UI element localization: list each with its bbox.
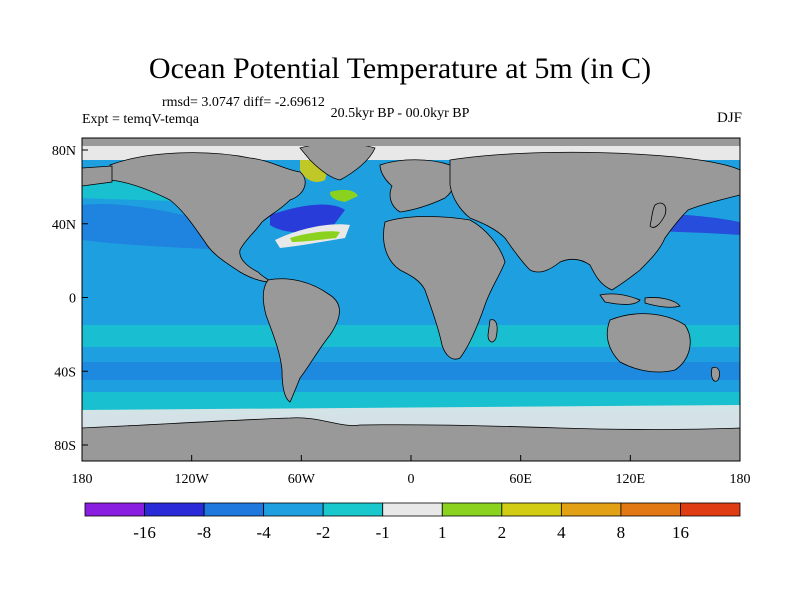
colorbar-swatch — [441, 502, 503, 517]
period-label: 20.5kyr BP - 00.0kyr BP — [330, 106, 470, 121]
lon-tick-label: 60E — [509, 472, 532, 487]
longitude-axis: 180 120W 60W 0 60E 120E 180 — [72, 455, 751, 487]
new-zealand — [711, 366, 720, 382]
south-america — [262, 278, 340, 403]
japan — [649, 202, 667, 228]
colorbar-label: -1 — [376, 523, 390, 542]
colorbar-label: -4 — [257, 523, 272, 542]
lat-tick-label: 80S — [54, 439, 76, 454]
europe — [379, 159, 456, 213]
colorbar-label: 2 — [498, 523, 507, 542]
colorbar-label: -2 — [316, 523, 330, 542]
colorbar-swatch — [84, 502, 145, 517]
ocean-patch-atlantic-warm — [290, 231, 340, 242]
indonesia — [599, 293, 641, 305]
colorbar-swatch — [560, 502, 622, 517]
colorbar-swatch — [322, 502, 384, 517]
map-plot-area — [82, 138, 740, 461]
map-title: Ocean Potential Temperature at 5m (in C) — [148, 52, 652, 85]
season-label: DJF — [716, 110, 742, 126]
australia — [606, 313, 691, 373]
land-masses — [82, 143, 740, 461]
alaska — [82, 165, 113, 187]
colorbar-swatch — [501, 502, 562, 517]
lon-tick-label: 120W — [175, 472, 210, 487]
colorbar-label: 8 — [617, 523, 626, 542]
asia — [449, 151, 740, 291]
lat-tick-label: 40S — [54, 365, 76, 380]
lon-tick-label: 180 — [72, 472, 93, 487]
colorbar-swatch — [263, 502, 324, 517]
experiment-label: Expt = temqV-temqa — [82, 112, 200, 127]
colorbar-label: 4 — [557, 523, 566, 542]
colorbar-swatch — [144, 502, 205, 517]
lat-tick-label: 40N — [52, 218, 76, 233]
lat-tick-label: 0 — [69, 292, 76, 307]
north-america — [109, 152, 306, 283]
colorbar-swatch — [382, 502, 443, 517]
lon-tick-label: 60W — [288, 472, 316, 487]
lat-tick-label: 80N — [52, 144, 76, 159]
colorbar-label: 16 — [672, 523, 689, 542]
arctic-land-strip — [82, 138, 740, 146]
ocean-band-southern-light — [82, 325, 740, 347]
colorbar-swatch — [203, 502, 265, 517]
latitude-axis: 80N 40N 0 40S 80S — [52, 144, 88, 454]
colorbar-label: -16 — [133, 523, 156, 542]
colorbar-label: 1 — [438, 523, 447, 542]
colorbar-swatch — [680, 502, 741, 517]
madagascar — [487, 319, 498, 343]
colorbar: -16 -8 -4 -2 -1 1 2 4 8 16 — [84, 502, 741, 542]
stats-text: rmsd= 3.0747 diff= -2.69612 — [162, 95, 325, 110]
colorbar-swatch — [620, 502, 681, 517]
lon-tick-label: 0 — [408, 472, 415, 487]
lon-tick-label: 120E — [616, 472, 646, 487]
ocean-patch-north-atlantic-warm — [330, 189, 358, 202]
africa — [383, 216, 506, 360]
lon-tick-label: 180 — [730, 472, 751, 487]
new-guinea — [644, 297, 681, 308]
colorbar-label: -8 — [197, 523, 211, 542]
ocean-patch-north-pacific — [82, 204, 230, 250]
antarctica — [82, 417, 740, 461]
ocean-band-southern-dark — [82, 362, 740, 380]
